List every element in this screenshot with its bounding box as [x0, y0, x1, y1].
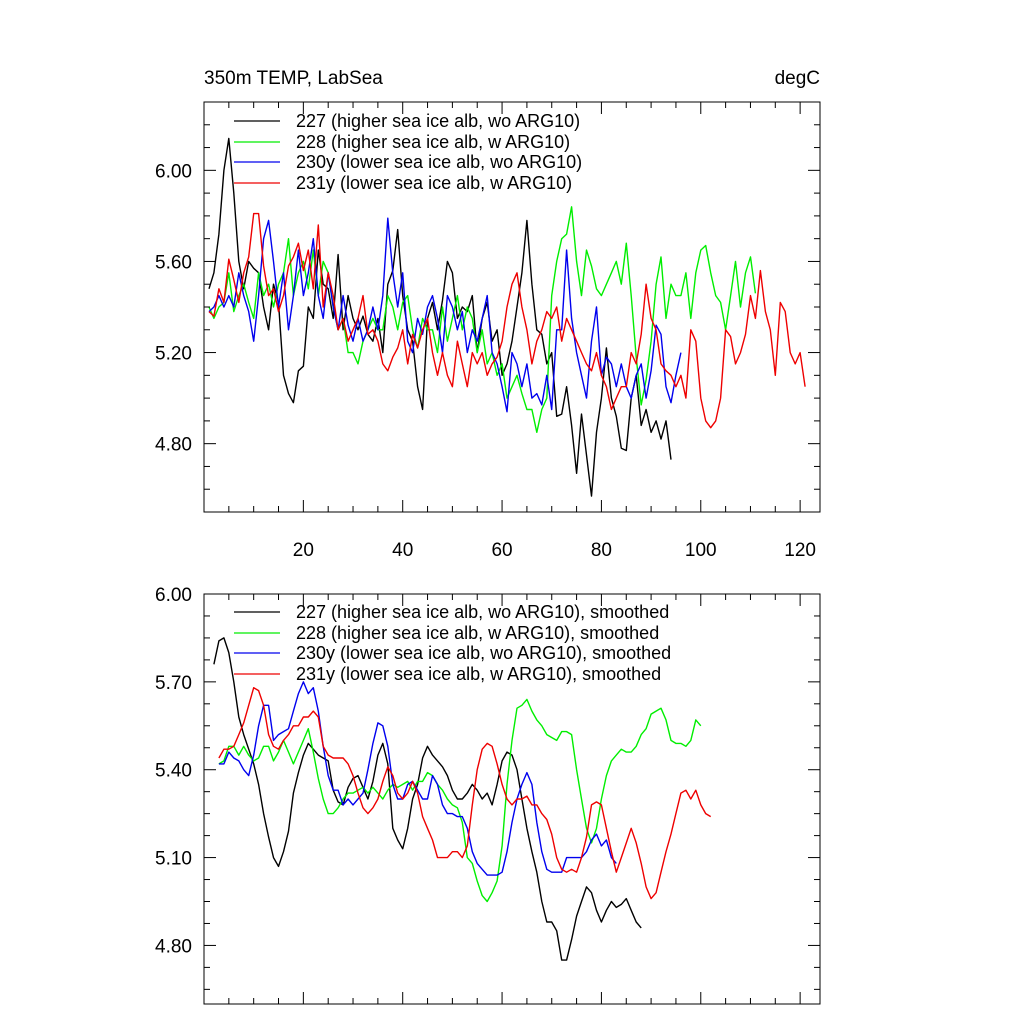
- bottom-series-line-228: [218, 698, 702, 903]
- bottom-legend: 227 (higher sea ice alb, wo ARG10), smoo…: [234, 602, 671, 684]
- top-series-group: [208, 137, 806, 497]
- top-x-tick-label: 60: [491, 540, 512, 561]
- top-legend-label-231y: 231y (lower sea ice alb, w ARG10): [296, 173, 572, 193]
- bottom-series-line-227: [213, 637, 642, 961]
- top-series-line-230y: [208, 217, 682, 413]
- top-x-tick-label: 20: [293, 540, 314, 561]
- bottom-y-tick-label: 5.70: [155, 673, 192, 694]
- bottom-legend-label-227: 227 (higher sea ice alb, wo ARG10), smoo…: [296, 602, 669, 622]
- top-y-tick-label: 5.60: [155, 252, 192, 273]
- top-legend-label-230y: 230y (lower sea ice alb, wo ARG10): [296, 152, 582, 172]
- bottom-y-tick-label: 5.10: [155, 849, 192, 870]
- bottom-plot-frame: [203, 593, 821, 1005]
- bottom-y-tick-label: 5.40: [155, 761, 192, 782]
- bottom-series-line-230y: [218, 681, 617, 876]
- top-series-line-227: [208, 137, 672, 497]
- bottom-y-tick-label: 4.80: [155, 936, 192, 957]
- top-y-tick-label: 4.80: [155, 435, 192, 456]
- top-legend-label-227: 227 (higher sea ice alb, wo ARG10): [296, 111, 580, 131]
- bottom-panel: 4.80 5.10 5.40 5.70 6.00 227 (higher sea ice…: [155, 585, 821, 1005]
- top-x-tick-label: 100: [685, 540, 717, 561]
- bottom-ticks-group: 4.80 5.10 5.40 5.70 6.00: [155, 585, 820, 1004]
- top-x-tick-label: 40: [392, 540, 413, 561]
- top-series-line-231y: [208, 212, 806, 429]
- bottom-series-line-231y: [218, 687, 712, 900]
- top-y-tick-label: 6.00: [155, 161, 192, 182]
- top-legend: 227 (higher sea ice alb, wo ARG10) 228 (…: [234, 111, 582, 193]
- top-ticks-group: 20 40 60 80 100 120 4.80 5.20 5.60 6.00: [155, 101, 820, 561]
- top-y-tick-label: 5.20: [155, 344, 192, 365]
- top-panel: 350m TEMP, LabSea degC 20 40 60 80 100 120 4.8…: [155, 68, 821, 561]
- top-x-tick-label: 120: [784, 540, 816, 561]
- bottom-series-group: [213, 637, 712, 961]
- bottom-legend-label-228: 228 (higher sea ice alb, w ARG10), smoot…: [296, 623, 659, 643]
- top-title: 350m TEMP, LabSea: [204, 68, 383, 89]
- top-units: degC: [775, 68, 820, 89]
- bottom-y-tick-label: 6.00: [155, 585, 192, 606]
- top-x-tick-label: 80: [591, 540, 612, 561]
- top-legend-label-228: 228 (higher sea ice alb, w ARG10): [296, 132, 570, 152]
- bottom-legend-label-230y: 230y (lower sea ice alb, wo ARG10), smoo…: [296, 643, 671, 663]
- bottom-legend-label-231y: 231y (lower sea ice alb, w ARG10), smoot…: [296, 664, 661, 684]
